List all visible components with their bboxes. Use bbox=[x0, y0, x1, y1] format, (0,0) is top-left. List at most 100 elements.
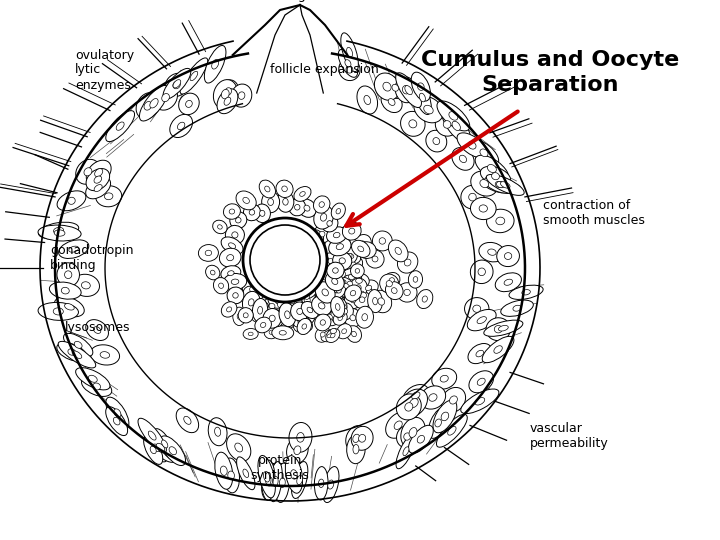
Ellipse shape bbox=[346, 253, 352, 259]
Ellipse shape bbox=[379, 274, 399, 293]
Ellipse shape bbox=[284, 317, 290, 322]
Ellipse shape bbox=[227, 287, 244, 304]
Ellipse shape bbox=[57, 263, 79, 287]
Ellipse shape bbox=[346, 66, 353, 73]
Ellipse shape bbox=[65, 271, 72, 279]
Ellipse shape bbox=[297, 433, 305, 442]
Ellipse shape bbox=[94, 176, 102, 183]
Ellipse shape bbox=[413, 276, 418, 282]
Ellipse shape bbox=[100, 352, 109, 358]
Ellipse shape bbox=[343, 284, 350, 289]
Ellipse shape bbox=[441, 387, 466, 413]
Ellipse shape bbox=[264, 326, 279, 339]
Ellipse shape bbox=[299, 261, 320, 281]
Ellipse shape bbox=[258, 306, 263, 314]
Ellipse shape bbox=[72, 274, 99, 296]
Ellipse shape bbox=[342, 329, 346, 334]
Ellipse shape bbox=[344, 284, 361, 301]
Ellipse shape bbox=[238, 308, 253, 323]
Ellipse shape bbox=[302, 324, 307, 329]
Ellipse shape bbox=[310, 264, 333, 280]
Ellipse shape bbox=[154, 85, 177, 110]
Ellipse shape bbox=[282, 291, 302, 310]
Ellipse shape bbox=[229, 209, 235, 214]
Ellipse shape bbox=[285, 456, 302, 493]
Ellipse shape bbox=[315, 282, 335, 303]
Ellipse shape bbox=[156, 443, 165, 451]
Ellipse shape bbox=[271, 295, 290, 314]
Ellipse shape bbox=[148, 431, 156, 440]
Ellipse shape bbox=[452, 147, 474, 170]
Ellipse shape bbox=[469, 193, 476, 201]
Ellipse shape bbox=[296, 309, 315, 323]
Ellipse shape bbox=[269, 270, 284, 291]
Ellipse shape bbox=[479, 205, 487, 212]
Ellipse shape bbox=[315, 327, 330, 342]
Ellipse shape bbox=[243, 286, 257, 303]
Ellipse shape bbox=[199, 245, 218, 261]
Ellipse shape bbox=[292, 462, 308, 498]
Ellipse shape bbox=[236, 191, 256, 210]
Ellipse shape bbox=[320, 320, 325, 325]
Ellipse shape bbox=[327, 227, 347, 244]
Ellipse shape bbox=[242, 280, 264, 300]
Ellipse shape bbox=[261, 322, 266, 328]
Ellipse shape bbox=[404, 289, 410, 295]
Ellipse shape bbox=[334, 281, 341, 287]
Ellipse shape bbox=[94, 168, 103, 177]
Ellipse shape bbox=[386, 412, 410, 438]
Ellipse shape bbox=[89, 375, 97, 382]
Ellipse shape bbox=[276, 180, 293, 198]
Ellipse shape bbox=[334, 283, 340, 290]
Ellipse shape bbox=[297, 319, 312, 334]
Ellipse shape bbox=[233, 293, 238, 298]
Ellipse shape bbox=[459, 155, 467, 163]
Ellipse shape bbox=[356, 278, 362, 284]
Ellipse shape bbox=[337, 279, 342, 285]
Ellipse shape bbox=[219, 283, 223, 288]
Ellipse shape bbox=[86, 168, 109, 191]
Ellipse shape bbox=[394, 421, 402, 429]
Ellipse shape bbox=[347, 281, 353, 287]
Ellipse shape bbox=[353, 444, 359, 454]
Ellipse shape bbox=[340, 304, 346, 310]
Ellipse shape bbox=[310, 283, 318, 289]
Ellipse shape bbox=[395, 77, 417, 103]
Ellipse shape bbox=[339, 272, 346, 279]
Ellipse shape bbox=[81, 376, 112, 396]
Ellipse shape bbox=[320, 213, 327, 221]
Ellipse shape bbox=[424, 105, 433, 114]
Ellipse shape bbox=[261, 464, 277, 499]
Ellipse shape bbox=[277, 191, 294, 212]
Ellipse shape bbox=[327, 262, 344, 279]
Ellipse shape bbox=[279, 303, 296, 327]
Ellipse shape bbox=[165, 73, 188, 97]
Ellipse shape bbox=[268, 199, 274, 205]
Ellipse shape bbox=[345, 60, 351, 67]
Ellipse shape bbox=[269, 330, 274, 334]
Ellipse shape bbox=[505, 253, 512, 260]
Ellipse shape bbox=[359, 291, 364, 298]
Ellipse shape bbox=[385, 281, 403, 300]
Ellipse shape bbox=[500, 300, 534, 316]
Ellipse shape bbox=[263, 310, 268, 316]
Ellipse shape bbox=[409, 399, 418, 408]
Ellipse shape bbox=[223, 273, 247, 290]
Ellipse shape bbox=[311, 267, 329, 285]
Ellipse shape bbox=[480, 180, 489, 188]
Ellipse shape bbox=[464, 298, 489, 320]
Ellipse shape bbox=[221, 302, 237, 317]
Ellipse shape bbox=[210, 270, 215, 275]
Ellipse shape bbox=[320, 280, 326, 286]
Ellipse shape bbox=[297, 285, 316, 305]
Ellipse shape bbox=[260, 210, 265, 217]
Ellipse shape bbox=[235, 218, 241, 223]
Ellipse shape bbox=[392, 84, 399, 91]
Ellipse shape bbox=[277, 301, 284, 308]
Ellipse shape bbox=[354, 291, 371, 308]
Ellipse shape bbox=[269, 462, 282, 502]
Ellipse shape bbox=[332, 279, 338, 285]
Ellipse shape bbox=[504, 279, 513, 285]
Ellipse shape bbox=[304, 298, 310, 303]
Ellipse shape bbox=[285, 309, 291, 313]
